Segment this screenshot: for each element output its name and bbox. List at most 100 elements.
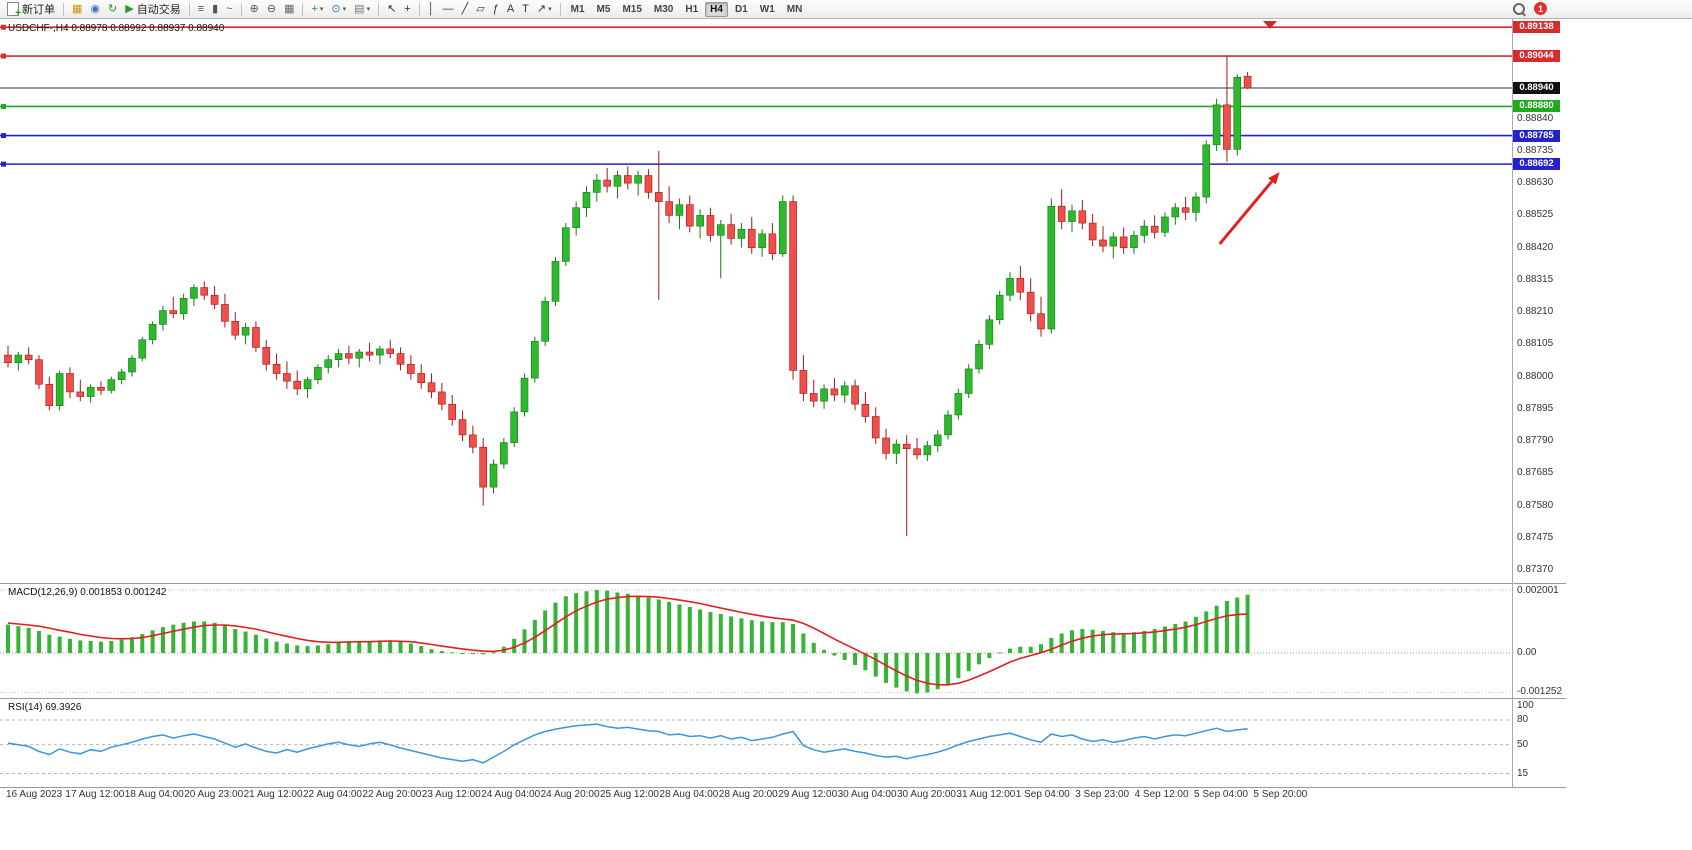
- macd-histogram-bar: [987, 653, 992, 659]
- macd-histogram-bar: [1049, 637, 1054, 653]
- macd-histogram-bar: [160, 627, 165, 653]
- zoom-in-icon[interactable]: ⊕: [247, 1, 262, 17]
- notification-badge[interactable]: 1: [1534, 2, 1547, 15]
- timeframe-m30-button[interactable]: M30: [653, 3, 674, 15]
- hline-handle[interactable]: [1, 53, 6, 59]
- channel-icon[interactable]: ▱: [473, 1, 487, 17]
- search-icon[interactable]: [1513, 2, 1526, 16]
- candle-body: [221, 304, 229, 322]
- candle-body: [758, 233, 766, 248]
- crosshair-icon[interactable]: +: [401, 1, 413, 17]
- macd-histogram-bar: [1193, 616, 1198, 653]
- macd-histogram-bar: [346, 641, 351, 653]
- new-order-button[interactable]: + 新订单: [4, 1, 58, 19]
- vertical-line-icon[interactable]: │: [425, 1, 438, 17]
- text-icon[interactable]: A: [504, 1, 517, 17]
- macd-histogram-bar: [78, 640, 83, 653]
- chart-title: USDCHF-,H4 0.88978 0.88992 0.88937 0.889…: [8, 23, 224, 34]
- time-axis-label: 24 Aug 04:00: [481, 789, 541, 800]
- timeframe-h4-button[interactable]: H4: [705, 1, 728, 17]
- rsi-panel-divider[interactable]: [0, 698, 1566, 699]
- candle-body: [200, 287, 209, 296]
- time-axis-label: 30 Aug 04:00: [837, 789, 897, 800]
- label-icon[interactable]: T: [519, 1, 532, 17]
- macd-histogram-bar: [264, 638, 269, 653]
- toolbar: + 新订单 ▦ ◉ ↻ ▶ 自动交易 ≡ ▮ ~ ⊕ ⊖ ▦ + ▾ ⊙ ▾ ▤ ▾ ↖ + │ — ╱ ▱ ƒ A T ↗ ▾ M1 M5 M…: [0, 0, 1692, 19]
- hline-handle[interactable]: [1, 24, 6, 30]
- trend-arrow-annotation[interactable]: [1218, 172, 1280, 245]
- bar-chart-icon[interactable]: ≡: [195, 1, 207, 17]
- candle-body: [902, 443, 911, 450]
- timeframe-m5-button[interactable]: M5: [596, 3, 611, 15]
- indicators-icon[interactable]: + ▾: [308, 1, 326, 17]
- macd-histogram-bar: [997, 652, 1002, 654]
- macd-histogram-bar: [491, 652, 496, 654]
- line-chart-icon[interactable]: ~: [223, 1, 235, 17]
- macd-histogram-bar: [853, 653, 858, 665]
- cursor-icon[interactable]: ↖: [384, 1, 399, 17]
- macd-histogram-bar: [450, 652, 455, 654]
- tile-windows-icon[interactable]: ▦: [281, 1, 297, 17]
- price-badge-0.89138: 0.89138: [1513, 21, 1560, 34]
- refresh-icon[interactable]: ↻: [105, 1, 120, 17]
- toolbar-separator: [418, 2, 420, 16]
- macd-panel-divider[interactable]: [0, 583, 1566, 584]
- time-axis-label: 5 Sep 20:00: [1253, 789, 1308, 800]
- macd-histogram-bar: [770, 622, 775, 653]
- candle-body: [231, 321, 240, 336]
- candle-body: [1026, 291, 1035, 314]
- macd-histogram-bar: [749, 620, 754, 653]
- candle-body: [190, 287, 198, 299]
- autotrading-button[interactable]: ▶ 自动交易: [122, 1, 183, 17]
- candle-body: [654, 192, 663, 202]
- candle-body: [1037, 313, 1045, 330]
- macd-histogram-bar: [1142, 630, 1147, 653]
- candle-body: [572, 207, 580, 228]
- horizontal-line-icon[interactable]: —: [440, 1, 457, 17]
- zoom-in-icon: ⊕: [249, 2, 259, 15]
- candle-body: [1181, 207, 1190, 213]
- line-chart-icon: ~: [226, 2, 233, 15]
- chart-symbol-ohlc: USDCHF-,H4 0.88978 0.88992 0.88937 0.889…: [8, 23, 225, 34]
- timeframe-h1-button[interactable]: H1: [685, 3, 699, 15]
- candle-body: [1223, 104, 1231, 150]
- templates-icon[interactable]: ▤ ▾: [351, 1, 373, 17]
- candle-body: [1119, 236, 1128, 248]
- macd-panel-canvas[interactable]: [0, 584, 1512, 698]
- timeframe-w1-button[interactable]: W1: [759, 3, 775, 15]
- macd-histogram-bar: [667, 601, 672, 653]
- candlestick-chart-icon[interactable]: ▮: [209, 1, 221, 17]
- timeframe-m1-button[interactable]: M1: [570, 3, 585, 15]
- timeframe-m15-button[interactable]: M15: [622, 3, 642, 15]
- hline-handle[interactable]: [1, 133, 6, 139]
- market-watch-icon[interactable]: ◉: [87, 1, 103, 17]
- hline-handle[interactable]: [1, 103, 6, 109]
- macd-histogram-bar: [873, 653, 878, 677]
- arrow-shaft: [1218, 180, 1274, 245]
- tile-windows-icon: ▦: [284, 2, 295, 15]
- rsi-panel-canvas[interactable]: [0, 699, 1512, 787]
- candle-body: [913, 448, 921, 456]
- chart-window-icon[interactable]: ▦: [69, 1, 85, 17]
- macd-histogram-bar: [222, 625, 227, 653]
- fibonacci-icon[interactable]: ƒ: [490, 1, 502, 17]
- main-chart-canvas[interactable]: [0, 19, 1512, 583]
- candle-body: [107, 379, 116, 391]
- trendline-icon[interactable]: ╱: [459, 1, 472, 17]
- price-axis-label: 0.87580: [1517, 499, 1554, 511]
- timeframe-d1-button[interactable]: D1: [734, 3, 748, 15]
- candles-group: [4, 55, 1252, 537]
- zoom-out-icon[interactable]: ⊖: [264, 1, 279, 17]
- chart-shift-marker[interactable]: [1263, 21, 1277, 29]
- periods-icon[interactable]: ⊙ ▾: [328, 1, 349, 17]
- macd-histogram-bar: [1152, 629, 1157, 653]
- price-axis-label: 0.87895: [1517, 402, 1554, 414]
- hline-handle[interactable]: [1, 161, 6, 167]
- timeframe-mn-button[interactable]: MN: [786, 3, 803, 15]
- macd-histogram-bar: [1131, 632, 1136, 653]
- candle-body: [469, 434, 477, 448]
- macd-histogram-bar: [729, 616, 734, 653]
- arrows-icon[interactable]: ↗ ▾: [534, 1, 555, 17]
- macd-histogram-bar: [1008, 648, 1013, 653]
- macd-histogram-bar: [718, 613, 723, 653]
